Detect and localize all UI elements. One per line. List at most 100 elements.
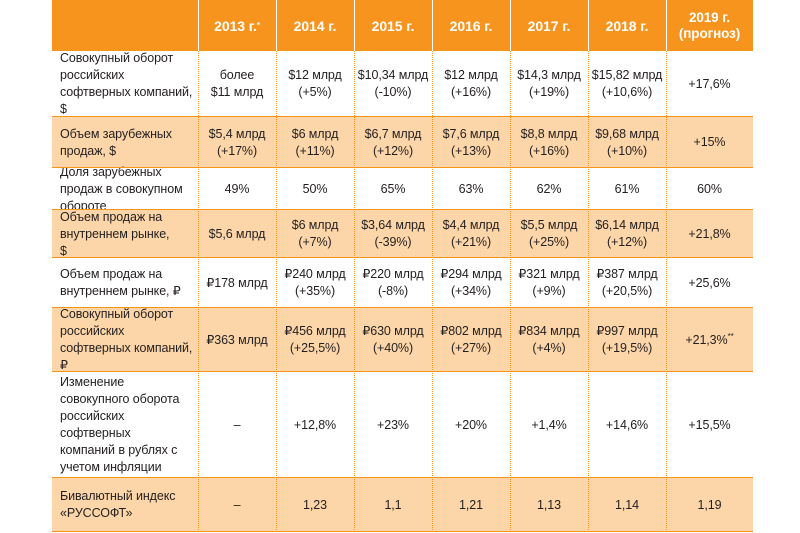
value-cell: ₽802 млрд (+27%) [432, 308, 510, 372]
row-label: Бивалютный индекс «РУССОФТ» [52, 478, 198, 532]
value-cell: $6,7 млрд (+12%) [354, 117, 432, 168]
forecast-note: (прогноз) [678, 25, 741, 41]
value-cell: более $11 млрд [198, 51, 276, 117]
value-cell: +20% [432, 372, 510, 478]
value-line: $5,6 млрд [208, 226, 266, 241]
value-cell: ₽834 млрд (+4%) [510, 308, 588, 372]
table-row: Изменение совокупного оборота российских… [52, 372, 753, 478]
value-line: (+27%) [450, 341, 492, 355]
value-cell: $4,4 млрд (+21%) [432, 210, 510, 258]
row-label: Изменение совокупного оборота российских… [52, 372, 198, 478]
value-line: (-39%) [374, 235, 412, 249]
value-line: ₽630 млрд [362, 324, 424, 338]
value-cell: $6 млрд (+11%) [276, 117, 354, 168]
value-line: 50% [302, 181, 328, 196]
value-line: – [233, 417, 241, 432]
value-cell: 1,14 [588, 478, 666, 532]
value-line: (+12%) [606, 235, 648, 249]
row-separator [52, 167, 753, 168]
value-line: (+10,6%) [601, 85, 653, 99]
value-line: (+17%) [216, 143, 258, 158]
value-line: +21,3% [685, 332, 728, 347]
value-line: 1,23 [303, 497, 327, 512]
value-line: +15,5% [688, 417, 731, 432]
value-cell: $5,6 млрд [198, 210, 276, 258]
value-line: $10,34 млрд [357, 68, 429, 82]
value-line: (-8%) [377, 284, 409, 298]
value-cell: 1,23 [276, 478, 354, 532]
value-line: $6 млрд [291, 218, 339, 232]
value-cell: ₽997 млрд (+19,5%) [588, 308, 666, 372]
row-separator [52, 477, 753, 478]
table-row: Бивалютный индекс «РУССОФТ» – 1,23 1,1 1,21 1… [52, 478, 753, 532]
value-line: 61% [614, 181, 640, 196]
value-line: более [219, 68, 255, 82]
header-year-2017: 2017 г. [510, 0, 588, 51]
row-separator [52, 257, 753, 258]
value-cell: 1,19 [666, 478, 753, 532]
footnote-mark: ** [727, 331, 734, 341]
value-line: 1,14 [615, 497, 639, 512]
value-cell: $8,8 млрд (+16%) [510, 117, 588, 168]
value-cell: $3,64 млрд (-39%) [354, 210, 432, 258]
value-line: 1,1 [384, 497, 402, 512]
table-row: Объем зарубежных продаж, $ $5,4 млрд (+17%… [52, 117, 753, 168]
value-cell: $9,68 млрд (+10%) [588, 117, 666, 168]
value-line: (+40%) [372, 341, 414, 355]
value-cell: +1,4% [510, 372, 588, 478]
header-year-2015: 2015 г. [354, 0, 432, 51]
header-year-2018: 2018 г. [588, 0, 666, 51]
value-line: ₽997 млрд [596, 324, 658, 338]
value-line: ₽363 млрд [206, 332, 268, 347]
value-line: 63% [458, 181, 484, 196]
value-cell: +21,8% [666, 210, 753, 258]
value-line: +14,6% [605, 417, 649, 432]
value-cell: 1,21 [432, 478, 510, 532]
value-line: (+20,5%) [601, 284, 653, 298]
value-cell: +23% [354, 372, 432, 478]
value-cell: 61% [588, 168, 666, 210]
value-line: (+9%) [532, 284, 566, 298]
value-line: $9,68 млрд [595, 126, 659, 141]
value-line: (+21%) [450, 235, 492, 249]
value-line: +20% [455, 417, 487, 432]
row-separator [52, 371, 753, 372]
value-line: $5,4 млрд [208, 126, 266, 141]
value-line: (+16%) [450, 85, 492, 99]
value-line: $11 млрд [210, 85, 264, 99]
value-line: +25,6% [688, 275, 731, 290]
row-separator [52, 531, 753, 532]
row-label: Объем продаж на внутреннем рынке, ₽ [52, 258, 198, 308]
value-cell: +14,6% [588, 372, 666, 478]
value-line: – [233, 497, 241, 512]
value-cell: 49% [198, 168, 276, 210]
value-line: (+4%) [532, 341, 566, 355]
row-label: Совокупный оборот российских софтверных … [52, 307, 198, 372]
value-cell: $10,34 млрд (-10%) [354, 51, 432, 117]
value-line: ₽240 млрд [284, 267, 346, 281]
value-line: ₽456 млрд [284, 324, 346, 338]
row-separator [52, 307, 753, 308]
value-line: ₽387 млрд [596, 267, 658, 281]
value-cell: ₽294 млрд (+34%) [432, 258, 510, 308]
value-cell: $6 млрд (+7%) [276, 210, 354, 258]
value-cell: $5,4 млрд (+17%) [198, 117, 276, 168]
value-cell: $7,6 млрд (+13%) [432, 117, 510, 168]
value-line: 60% [697, 181, 722, 196]
value-cell: ₽240 млрд (+35%) [276, 258, 354, 308]
column-divider [588, 51, 589, 532]
value-cell: ₽178 млрд [198, 258, 276, 308]
value-line: $4,4 млрд [442, 218, 500, 232]
value-line: (+12%) [372, 143, 414, 158]
value-line: $5,5 млрд [520, 218, 578, 232]
value-line: +17,6% [688, 76, 731, 91]
row-label: Объем зарубежных продаж, $ [52, 117, 198, 168]
value-line: +21,8% [688, 226, 731, 241]
value-line: (+5%) [298, 85, 332, 99]
value-line: (+19%) [528, 85, 570, 99]
value-line: (+13%) [450, 143, 492, 158]
value-cell: +21,3%** [666, 308, 753, 372]
value-cell: 1,13 [510, 478, 588, 532]
value-line: 1,21 [459, 497, 483, 512]
value-line: (+19,5%) [601, 341, 653, 355]
